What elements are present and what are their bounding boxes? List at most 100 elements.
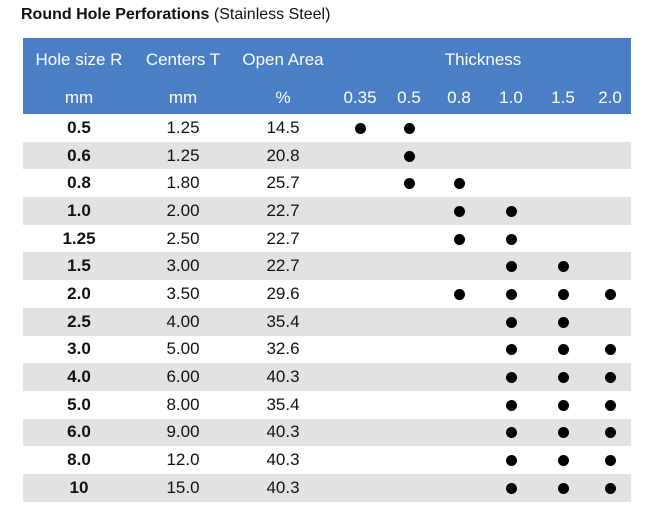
thickness-cell <box>433 446 485 474</box>
open-area-cell: 40.3 <box>231 418 335 447</box>
table-row: 8.0 12.0 40.3 <box>23 446 632 474</box>
table-row: 3.0 5.00 32.6 <box>23 335 632 364</box>
header-hole-size: Hole size R <box>23 38 135 81</box>
thickness-cell <box>537 363 589 391</box>
hole-size-cell: 6.0 <box>23 418 135 447</box>
hole-size-cell: 8.0 <box>23 446 135 474</box>
availability-dot-icon <box>557 261 569 273</box>
centers-cell: 4.00 <box>135 307 231 336</box>
availability-dot-icon <box>453 205 465 217</box>
centers-cell: 3.00 <box>135 252 231 281</box>
table-row: 10 15.0 40.3 <box>23 473 632 502</box>
thickness-cell <box>485 141 537 170</box>
thickness-1.5: 1.5 <box>537 81 589 114</box>
availability-dot-icon <box>604 482 616 494</box>
thickness-cell <box>385 114 433 142</box>
thickness-cell <box>537 418 589 447</box>
thickness-cell <box>589 197 632 225</box>
availability-dot-icon <box>604 288 616 300</box>
table-row: 0.6 1.25 20.8 <box>23 141 632 170</box>
thickness-cell <box>335 363 385 391</box>
open-area-cell: 40.3 <box>231 446 335 474</box>
thickness-cell <box>485 114 537 142</box>
hole-size-cell: 2.5 <box>23 307 135 336</box>
thickness-cell <box>385 363 433 391</box>
thickness-cell <box>537 473 589 502</box>
availability-dot-icon <box>505 205 517 217</box>
thickness-cell <box>433 141 485 170</box>
thickness-cell <box>485 418 537 447</box>
thickness-cell <box>433 197 485 225</box>
thickness-cell <box>433 390 485 419</box>
availability-dot-icon <box>505 233 517 245</box>
thickness-cell <box>537 114 589 142</box>
thickness-cell <box>385 141 433 170</box>
availability-dot-icon <box>354 122 366 134</box>
table-row: 1.25 2.50 22.7 <box>23 224 632 253</box>
thickness-cell <box>433 252 485 281</box>
thickness-cell <box>433 114 485 142</box>
table-title: Round Hole Perforations (Stainless Steel… <box>21 6 330 24</box>
thickness-1.0: 1.0 <box>485 81 537 114</box>
header-open-area: Open Area <box>231 38 335 81</box>
thickness-cell <box>433 473 485 502</box>
thickness-cell <box>335 224 385 253</box>
thickness-cell <box>589 335 632 364</box>
unit-centers: mm <box>135 81 231 114</box>
centers-cell: 3.50 <box>135 280 231 308</box>
thickness-cell <box>385 197 433 225</box>
availability-dot-icon <box>557 372 569 384</box>
hole-size-cell: 1.5 <box>23 252 135 281</box>
thickness-cell <box>335 446 385 474</box>
thickness-cell <box>485 252 537 281</box>
availability-dot-icon <box>505 399 517 411</box>
thickness-cell <box>385 224 433 253</box>
thickness-cell <box>385 252 433 281</box>
table-row: 2.5 4.00 35.4 <box>23 307 632 336</box>
availability-dot-icon <box>505 288 517 300</box>
availability-dot-icon <box>453 288 465 300</box>
availability-dot-icon <box>505 344 517 356</box>
thickness-cell <box>485 307 537 336</box>
table-row: 2.0 3.50 29.6 <box>23 280 632 308</box>
availability-dot-icon <box>505 482 517 494</box>
thickness-cell <box>385 169 433 198</box>
table-row: 0.5 1.25 14.5 <box>23 114 632 142</box>
thickness-cell <box>433 418 485 447</box>
thickness-cell <box>335 335 385 364</box>
unit-hole-size: mm <box>23 81 135 114</box>
thickness-cell <box>485 390 537 419</box>
thickness-cell <box>385 280 433 308</box>
thickness-cell <box>537 141 589 170</box>
thickness-cell <box>385 307 433 336</box>
centers-cell: 12.0 <box>135 446 231 474</box>
thickness-0.8: 0.8 <box>433 81 485 114</box>
open-area-cell: 22.7 <box>231 252 335 281</box>
thickness-cell <box>537 252 589 281</box>
thickness-cell <box>335 280 385 308</box>
thickness-cell <box>589 224 632 253</box>
centers-cell: 8.00 <box>135 390 231 419</box>
open-area-cell: 35.4 <box>231 390 335 419</box>
availability-dot-icon <box>505 455 517 467</box>
thickness-cell <box>433 280 485 308</box>
thickness-cell <box>385 418 433 447</box>
thickness-cell <box>433 169 485 198</box>
thickness-cell <box>433 307 485 336</box>
thickness-cell <box>589 363 632 391</box>
availability-dot-icon <box>505 316 517 328</box>
hole-size-cell: 0.6 <box>23 141 135 170</box>
thickness-cell <box>589 280 632 308</box>
availability-dot-icon <box>557 344 569 356</box>
open-area-cell: 40.3 <box>231 473 335 502</box>
open-area-cell: 22.7 <box>231 197 335 225</box>
availability-dot-icon <box>505 261 517 273</box>
header-centers: Centers T <box>135 38 231 81</box>
availability-dot-icon <box>557 399 569 411</box>
thickness-cell <box>485 335 537 364</box>
title-bold: Round Hole Perforations <box>21 6 210 23</box>
availability-dot-icon <box>604 427 616 439</box>
thickness-cell <box>589 307 632 336</box>
header-thickness: Thickness <box>335 38 632 81</box>
thickness-cell <box>589 446 632 474</box>
